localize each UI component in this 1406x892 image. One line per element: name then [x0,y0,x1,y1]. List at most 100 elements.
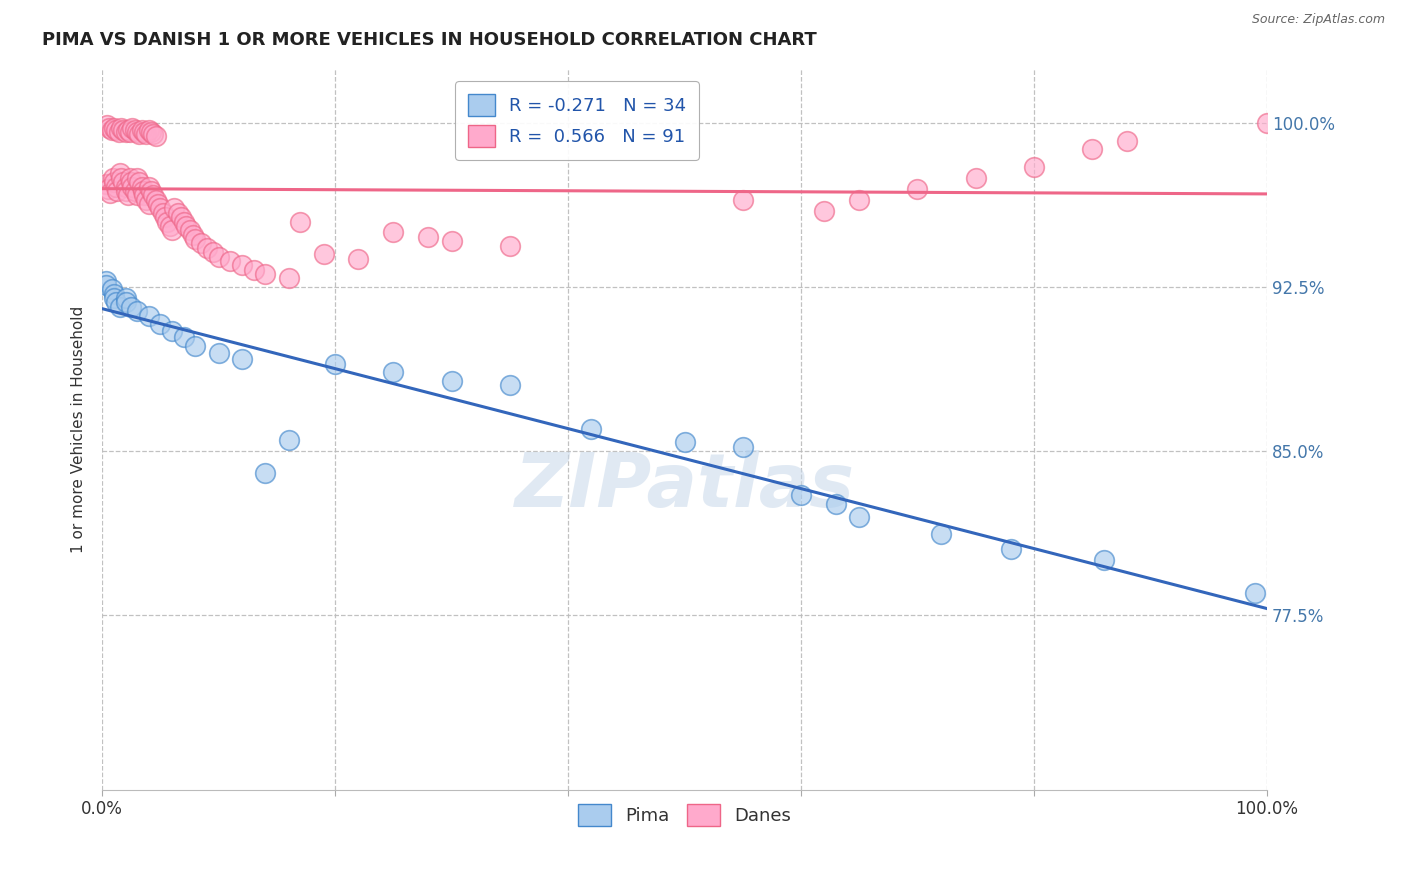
Point [138,309,160,323]
Point [105,179,128,194]
Point [208,250,231,264]
Point [231,352,253,367]
Point [105,295,128,310]
Point [929,527,952,541]
Point [100,282,122,296]
Point [208,345,231,359]
Point [100,122,122,136]
Point [131,179,153,194]
Point [121,179,143,194]
Text: ZIPatlas: ZIPatlas [515,450,855,524]
Point [114,125,136,139]
Point [124,184,146,198]
Point [160,223,183,237]
Point [149,318,172,332]
Point [108,166,131,180]
Point [138,179,160,194]
Point [231,258,253,272]
Point [1256,116,1278,130]
Point [127,304,149,318]
Point [167,206,190,220]
Point [184,339,207,353]
Point [242,262,264,277]
Point [98,186,121,201]
Point [731,193,754,207]
Point [103,286,125,301]
Point [825,497,848,511]
Point [1081,142,1104,156]
Point [112,175,135,189]
Point [190,236,212,251]
Point [323,357,346,371]
Point [121,120,143,135]
Point [97,182,120,196]
Point [114,179,136,194]
Point [142,188,165,202]
Point [254,466,277,480]
Point [152,206,174,220]
Point [173,214,195,228]
Point [138,197,160,211]
Point [254,267,277,281]
Point [219,253,242,268]
Point [110,170,132,185]
Point [312,247,335,261]
Point [347,252,370,266]
Point [813,203,835,218]
Point [179,223,201,237]
Point [440,234,463,248]
Point [132,184,155,198]
Point [110,120,132,135]
Point [127,170,149,185]
Point [181,227,204,242]
Point [96,119,118,133]
Point [139,125,162,139]
Point [135,193,157,207]
Point [112,122,135,136]
Point [94,277,117,292]
Point [174,219,197,233]
Point [201,245,224,260]
Point [1022,160,1045,174]
Point [1244,586,1267,600]
Point [153,210,176,224]
Point [848,509,870,524]
Point [124,122,146,136]
Point [127,125,149,139]
Point [94,178,117,192]
Point [1116,134,1139,148]
Point [103,175,125,189]
Point [790,488,813,502]
Point [117,188,139,202]
Point [382,226,405,240]
Point [418,230,440,244]
Point [131,122,153,136]
Point [128,175,150,189]
Point [94,274,117,288]
Point [114,184,136,198]
Point [105,184,128,198]
Point [135,127,157,141]
Y-axis label: 1 or more Vehicles in Household: 1 or more Vehicles in Household [72,306,86,553]
Point [170,210,193,224]
Point [195,241,218,255]
Point [499,378,522,392]
Point [120,125,142,139]
Point [673,435,696,450]
Point [163,202,186,216]
Point [382,365,405,379]
Point [120,170,142,185]
Point [146,197,169,211]
Point [98,120,121,135]
Point [145,193,167,207]
Point [107,125,129,139]
Point [103,120,125,135]
Point [277,433,299,447]
Point [160,324,183,338]
Point [499,238,522,252]
Point [907,182,929,196]
Text: Source: ZipAtlas.com: Source: ZipAtlas.com [1251,13,1385,27]
Point [731,440,754,454]
Point [145,129,167,144]
Point [138,122,160,136]
